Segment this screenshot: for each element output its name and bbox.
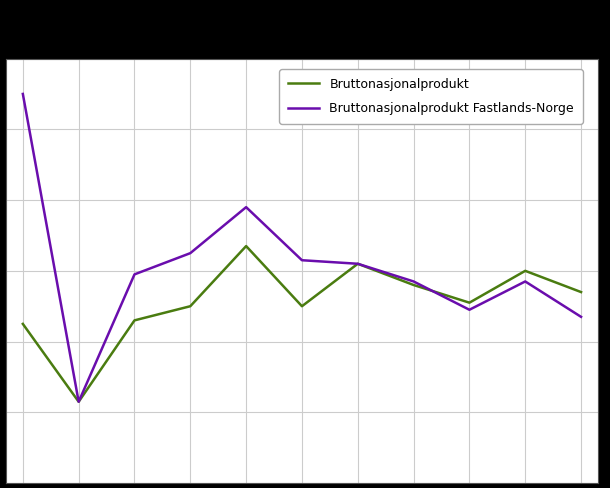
Bruttonasjonalprodukt Fastlands-Norge <box>522 279 529 285</box>
Legend: Bruttonasjonalprodukt, Bruttonasjonalprodukt Fastlands-Norge: Bruttonasjonalprodukt, Bruttonasjonalpro… <box>279 69 583 124</box>
Bruttonasjonalprodukt <box>522 268 529 274</box>
Bruttonasjonalprodukt Fastlands-Norge <box>466 307 473 313</box>
Bruttonasjonalprodukt Fastlands-Norge <box>187 250 194 256</box>
Line: Bruttonasjonalprodukt: Bruttonasjonalprodukt <box>23 246 581 402</box>
Bruttonasjonalprodukt Fastlands-Norge <box>410 279 417 285</box>
Bruttonasjonalprodukt Fastlands-Norge <box>298 257 306 263</box>
Bruttonasjonalprodukt Fastlands-Norge <box>75 399 82 405</box>
Bruttonasjonalprodukt <box>131 318 138 324</box>
Bruttonasjonalprodukt <box>410 282 417 288</box>
Bruttonasjonalprodukt <box>298 304 306 309</box>
Bruttonasjonalprodukt <box>242 243 249 249</box>
Bruttonasjonalprodukt Fastlands-Norge <box>131 271 138 277</box>
Bruttonasjonalprodukt <box>19 321 26 327</box>
Bruttonasjonalprodukt Fastlands-Norge <box>242 204 249 210</box>
Line: Bruttonasjonalprodukt Fastlands-Norge: Bruttonasjonalprodukt Fastlands-Norge <box>23 94 581 402</box>
Bruttonasjonalprodukt <box>75 399 82 405</box>
Bruttonasjonalprodukt Fastlands-Norge <box>19 91 26 97</box>
Bruttonasjonalprodukt Fastlands-Norge <box>578 314 585 320</box>
Bruttonasjonalprodukt <box>187 304 194 309</box>
Bruttonasjonalprodukt <box>354 261 362 266</box>
Bruttonasjonalprodukt Fastlands-Norge <box>354 261 362 266</box>
Bruttonasjonalprodukt <box>578 289 585 295</box>
Bruttonasjonalprodukt <box>466 300 473 305</box>
